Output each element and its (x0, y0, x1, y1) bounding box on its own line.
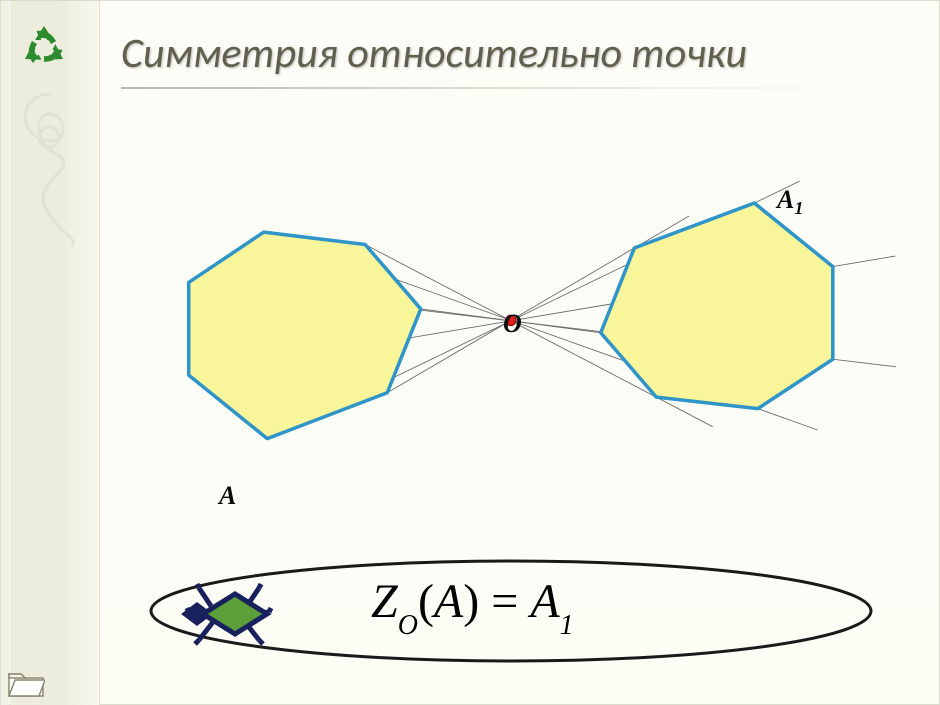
label-A1-sub: 1 (794, 198, 803, 218)
formula-A1-sub: 1 (560, 610, 574, 641)
swirl-decoration (11, 89, 91, 249)
formula-open-paren: ( (418, 575, 434, 628)
formula-Z: Z (371, 575, 398, 628)
diagram-svg (109, 181, 939, 481)
slide-title: Симметрия относительно точки (121, 29, 921, 79)
formula-text: ZO(A) = A1 (371, 574, 574, 636)
slide: Симметрия относительно точки O A A1 (0, 0, 940, 705)
formula-close-paren: ) (463, 575, 479, 628)
formula-region: ZO(A) = A1 (141, 556, 881, 666)
formula-A1: A (530, 575, 559, 628)
symmetry-diagram: O A A1 (109, 181, 939, 481)
formula-A: A (434, 575, 463, 628)
recycle-icon[interactable] (19, 23, 69, 73)
point-label-A: A (219, 481, 236, 511)
sidebar-panel (1, 1, 100, 705)
point-label-A1: A1 (777, 185, 803, 219)
bug-icon (169, 578, 289, 650)
sidebar (1, 1, 99, 705)
label-A1-prefix: A (777, 185, 794, 214)
point-label-O: O (503, 309, 522, 339)
folder-icon[interactable] (7, 668, 45, 698)
formula-sub-O: O (398, 610, 418, 641)
formula-eq: = (479, 575, 530, 628)
